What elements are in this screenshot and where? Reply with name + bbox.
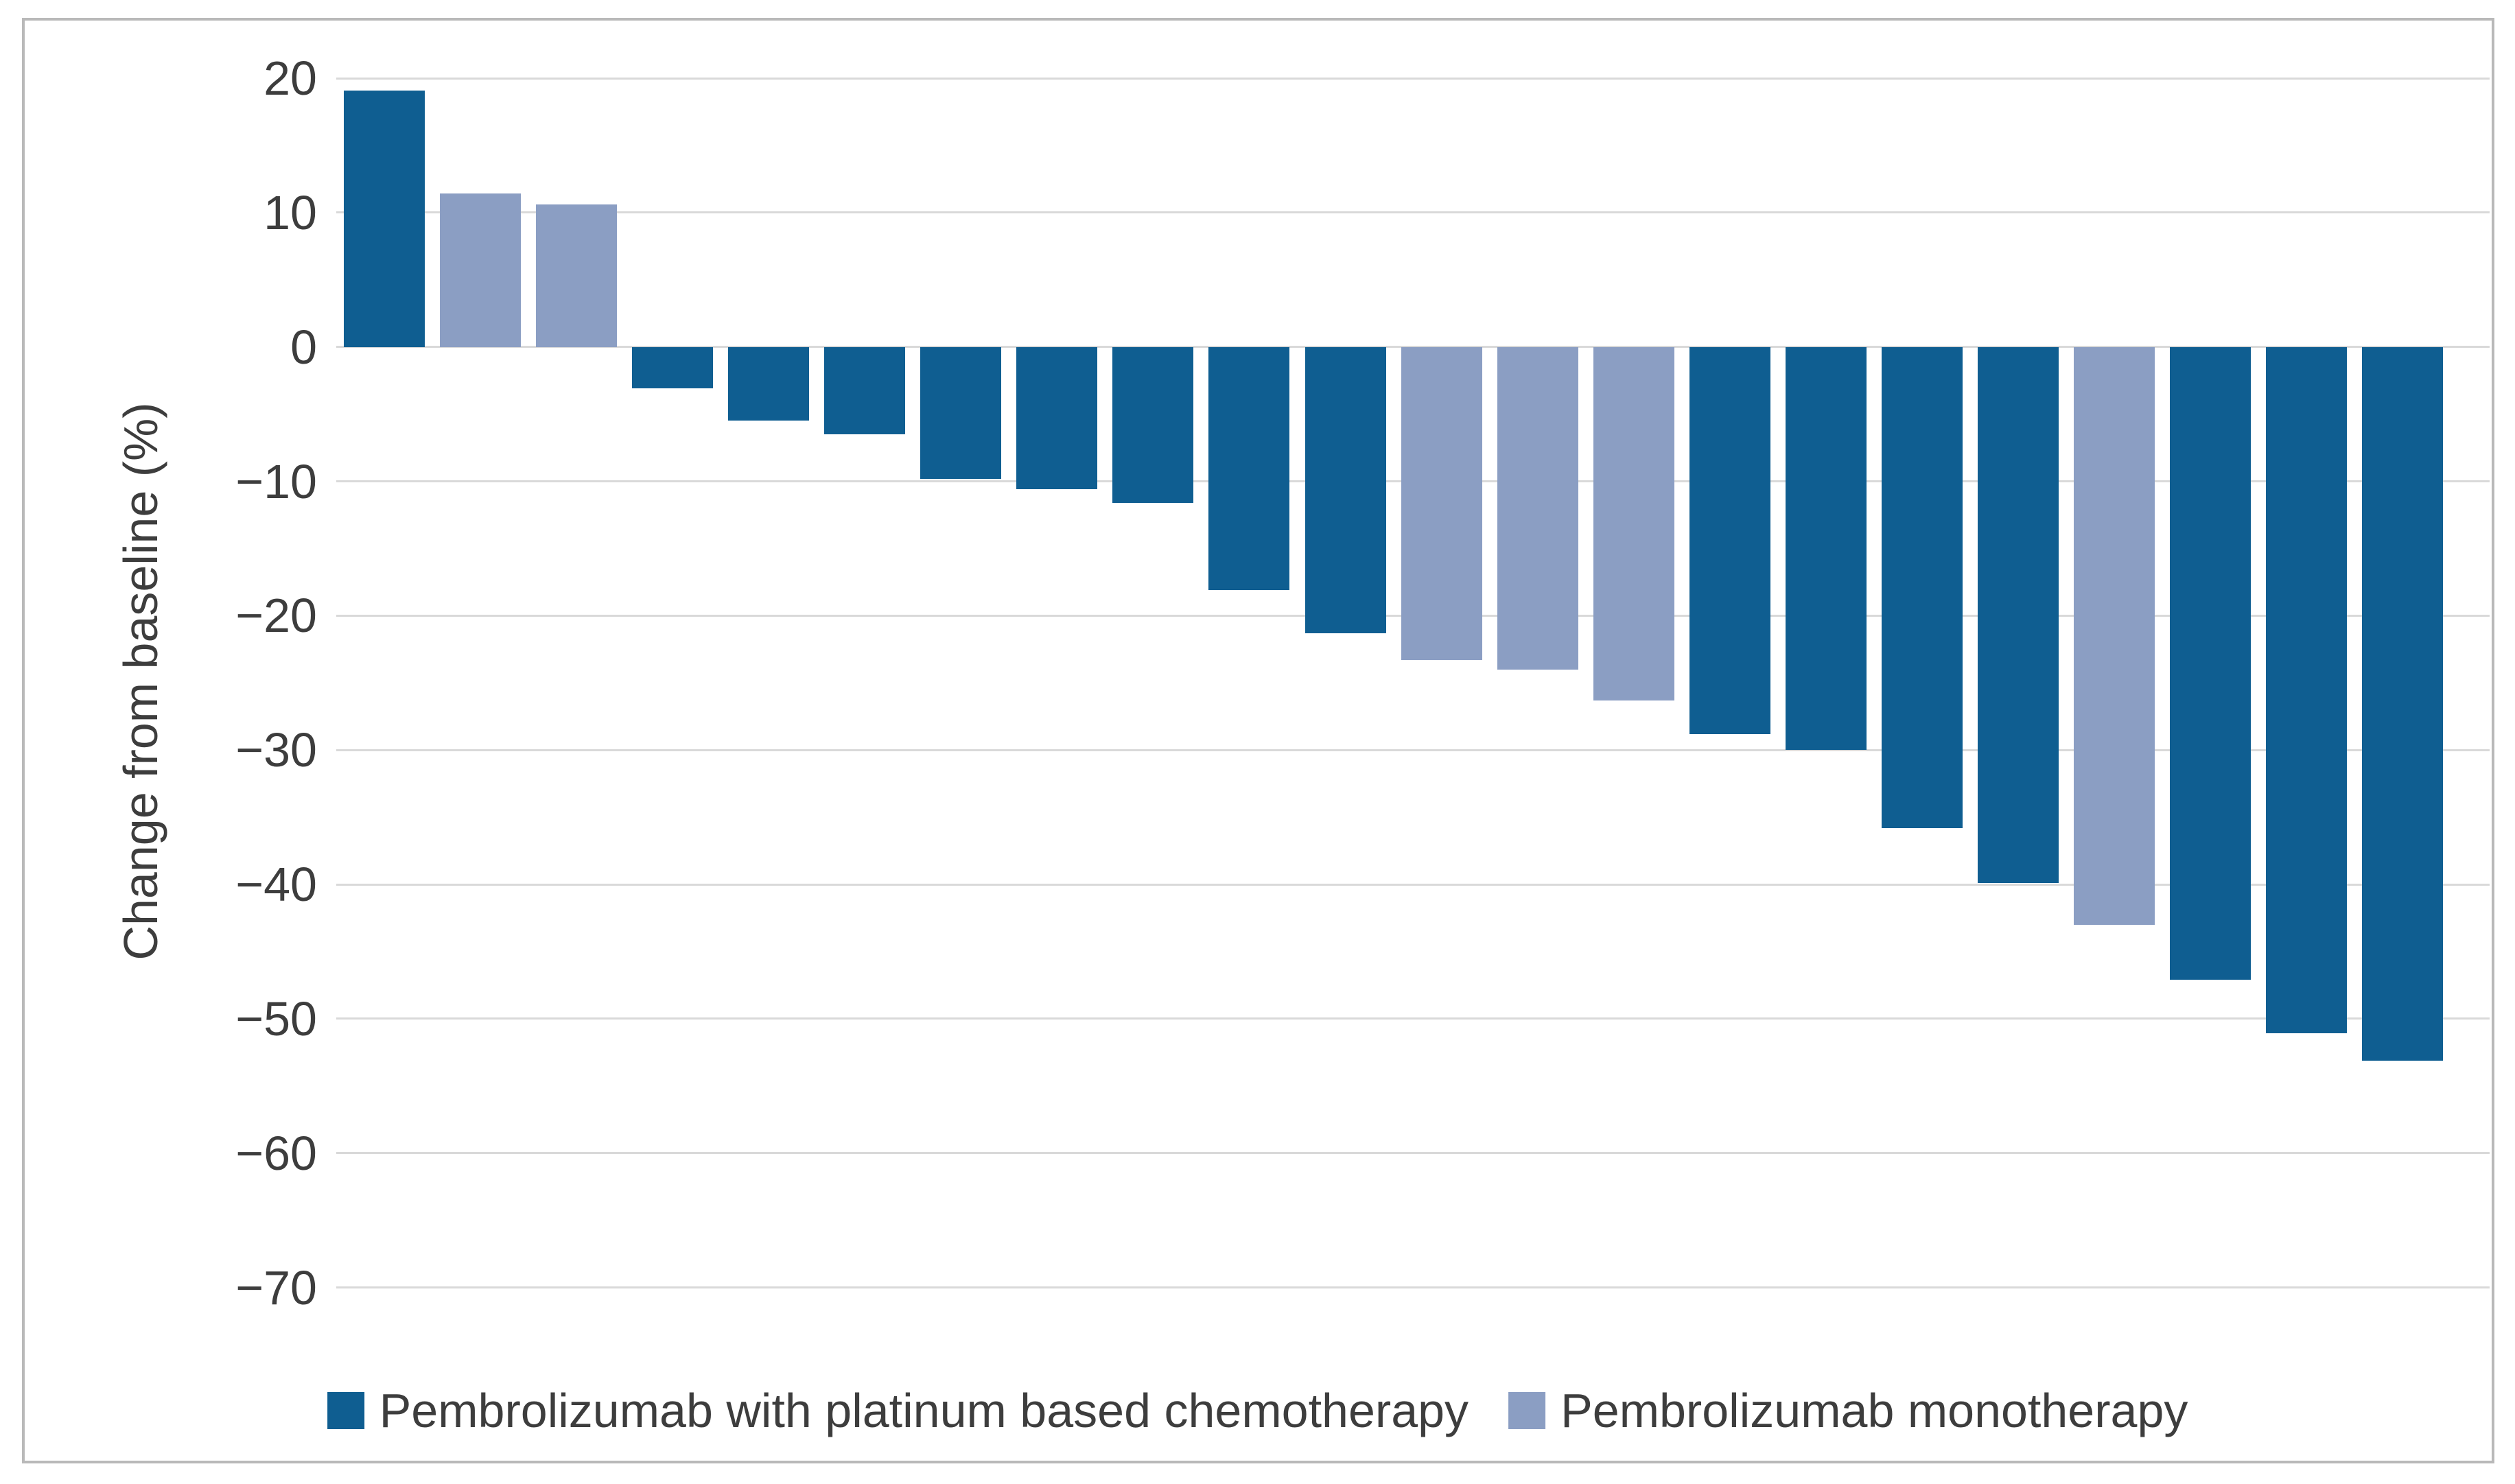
y-tick-label: −30	[235, 723, 317, 777]
y-tick-label: −40	[235, 858, 317, 912]
bar-monotherapy	[1497, 346, 1578, 670]
bar-chemotherapy	[2169, 346, 2251, 980]
bar-chemotherapy	[1881, 346, 1963, 828]
bar-chemotherapy	[824, 346, 906, 434]
legend-swatch-icon	[327, 1392, 364, 1429]
gridline	[336, 749, 2490, 751]
bar-chemotherapy	[1689, 346, 1770, 734]
y-tick-label: −20	[235, 589, 317, 643]
bar-chemotherapy	[2266, 346, 2347, 1034]
y-tick-label: −70	[235, 1260, 317, 1315]
bar-chemotherapy	[920, 346, 1002, 479]
gridline	[336, 883, 2490, 886]
bar-chemotherapy	[1977, 346, 2059, 884]
gridline	[336, 77, 2490, 80]
gridline	[336, 1286, 2490, 1289]
bar-chemotherapy	[1785, 346, 1867, 751]
bar-chemotherapy	[1016, 346, 1098, 490]
bar-monotherapy	[536, 204, 618, 347]
bar-monotherapy	[1401, 346, 1482, 661]
y-tick-label: −60	[235, 1126, 317, 1180]
legend-label: Pembrolizumab monotherapy	[1560, 1384, 2188, 1437]
bar-monotherapy	[440, 193, 522, 347]
gridline	[336, 211, 2490, 214]
y-tick-label: 0	[290, 320, 317, 374]
gridline	[336, 1017, 2490, 1020]
bar-chemotherapy	[632, 346, 714, 389]
y-tick-label: 10	[264, 185, 317, 239]
bar-chemotherapy	[2362, 346, 2444, 1061]
legend-item: Pembrolizumab with platinum based chemot…	[327, 1383, 1469, 1438]
legend-swatch-icon	[1508, 1392, 1546, 1429]
bar-chemotherapy	[1208, 346, 1290, 591]
legend-item: Pembrolizumab monotherapy	[1508, 1383, 2188, 1438]
legend: Pembrolizumab with platinum based chemot…	[327, 1383, 2188, 1438]
y-tick-label: 20	[264, 51, 317, 105]
y-tick-label: −50	[235, 991, 317, 1046]
bar-monotherapy	[1593, 346, 1674, 700]
bar-chemotherapy	[1112, 346, 1194, 503]
bar-chemotherapy	[1305, 346, 1386, 633]
bar-monotherapy	[2073, 346, 2155, 925]
gridline	[336, 1152, 2490, 1155]
legend-label: Pembrolizumab with platinum based chemot…	[379, 1384, 1469, 1437]
bar-chemotherapy	[344, 90, 425, 347]
y-tick-label: −10	[235, 454, 317, 508]
bar-chemotherapy	[728, 346, 810, 421]
